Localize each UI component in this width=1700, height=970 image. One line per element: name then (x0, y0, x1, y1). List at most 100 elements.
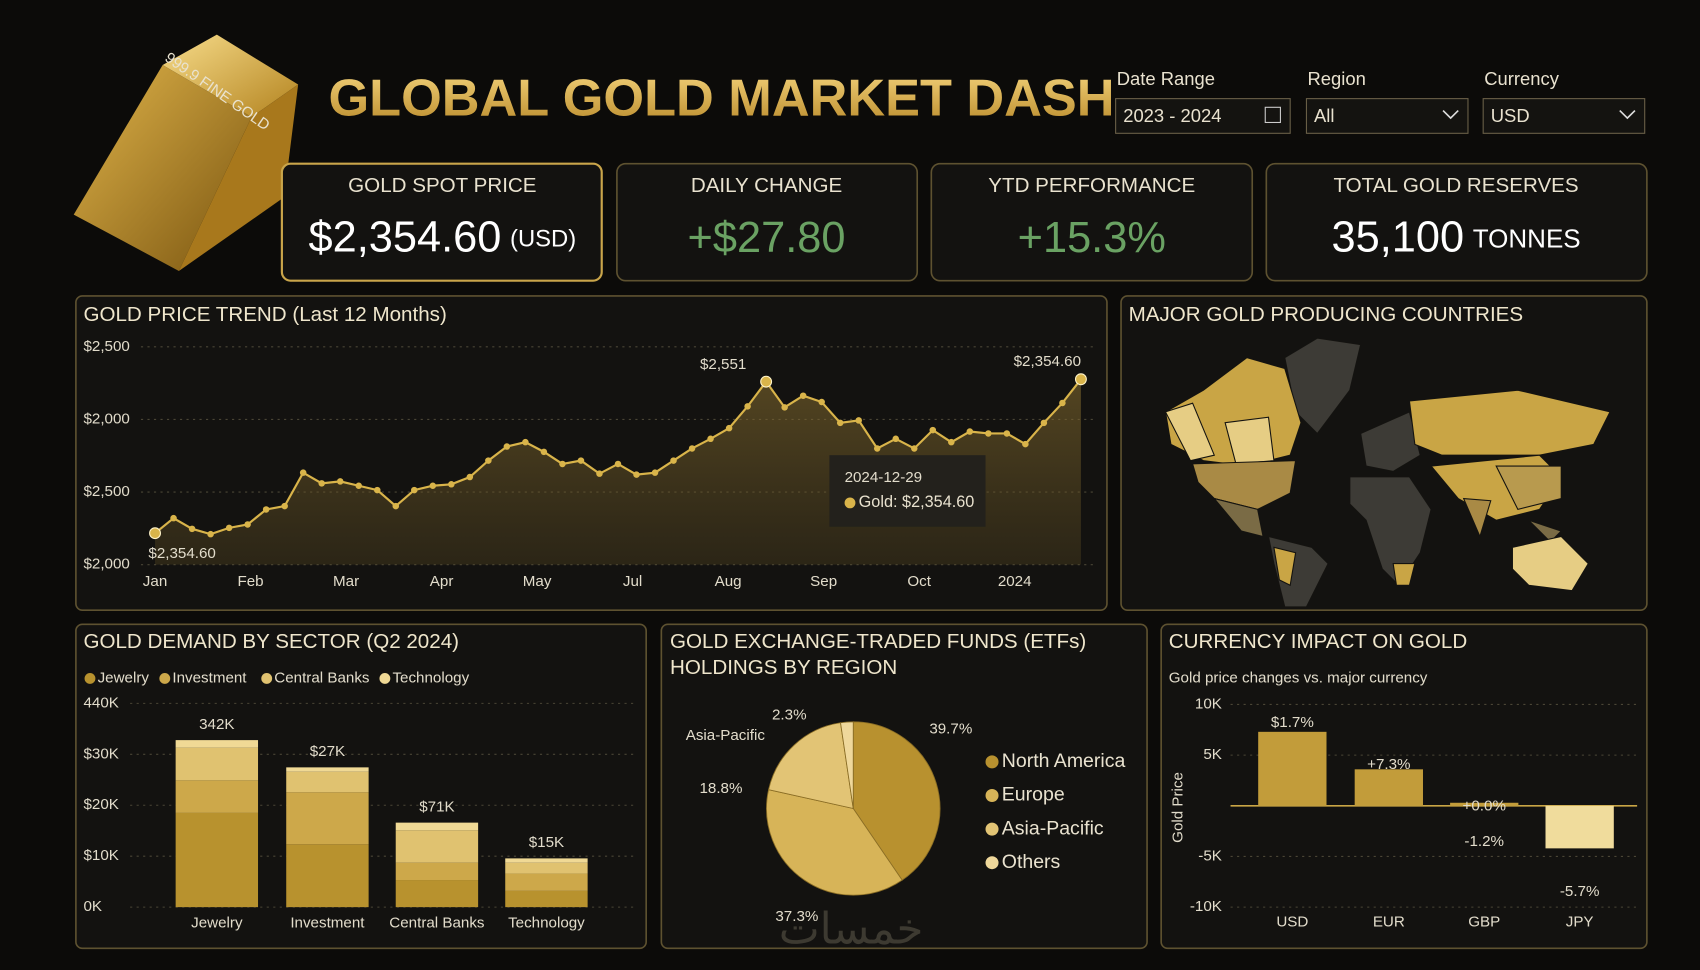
point (559, 460, 566, 468)
point (281, 502, 288, 510)
point (760, 375, 773, 388)
point (929, 426, 937, 434)
point (522, 438, 529, 446)
point (318, 480, 325, 487)
point (1040, 419, 1048, 427)
legend-label: Technology (392, 669, 469, 686)
bar-segment (175, 780, 259, 813)
point (540, 448, 548, 456)
point (466, 473, 474, 481)
tooltip-date: 2024-12-29 (845, 469, 923, 486)
annotation: $2,354.60 (148, 545, 215, 562)
kpi-value: 35,100 TONNES (1331, 214, 1580, 262)
point (448, 481, 455, 488)
x-tick-label: Oct (907, 573, 931, 590)
bar-label: $1.7% (1271, 714, 1314, 731)
point (392, 502, 400, 510)
panel-title: CURRENCY IMPACT ON GOLD (1169, 630, 1467, 653)
kpi-title: GOLD SPOT PRICE (348, 174, 536, 197)
kpi-value: +15.3% (1018, 214, 1166, 262)
annotation: $2,354.60 (1014, 353, 1081, 370)
y-tick-label: $2,500 (83, 338, 129, 355)
point (855, 417, 862, 424)
point (1003, 430, 1011, 437)
filter-label: Date Range (1117, 68, 1215, 89)
region-dropdown[interactable]: All (1305, 98, 1469, 134)
legend-dot (84, 673, 96, 684)
point (892, 435, 900, 443)
bar-label: -1.2% (1464, 833, 1504, 850)
y-tick-label: 10K (1195, 695, 1222, 712)
point (355, 482, 362, 490)
legend-dot (159, 673, 171, 684)
kpi-title: DAILY CHANGE (691, 174, 842, 197)
y-tick-label: 440K (83, 694, 118, 711)
dashboard-title: GLOBAL GOLD MARKET DASH (329, 70, 1115, 128)
point (948, 438, 955, 446)
bar (1450, 802, 1519, 806)
point (836, 419, 844, 427)
slice-label: 2.3% (772, 706, 807, 723)
date-range-picker[interactable]: 2023 - 2024 (1115, 98, 1291, 134)
legend-label: Others (1002, 851, 1061, 873)
chevron[interactable] (1619, 109, 1636, 120)
gold-bar-icon: 999.9 FINE GOLD (73, 34, 299, 271)
legend-dot (985, 789, 999, 803)
watermark: خمسات (779, 906, 924, 954)
point (374, 486, 381, 494)
point (336, 478, 344, 485)
filter-box[interactable] (1115, 98, 1291, 134)
tooltip (829, 455, 986, 527)
y-tick-label: $2,000 (83, 410, 129, 427)
y-axis-label: Gold Price (1170, 772, 1187, 843)
currency-dropdown[interactable]: USD (1482, 98, 1646, 134)
filter-box[interactable] (1482, 98, 1646, 134)
calendar-icon[interactable] (1264, 106, 1281, 124)
filter-label: Region (1308, 68, 1366, 89)
x-tick-label: 2024 (998, 573, 1032, 590)
kpi-card (1265, 162, 1648, 282)
x-tick-label: USD (1276, 913, 1308, 930)
kpi-title: YTD PERFORMANCE (988, 174, 1195, 197)
point (633, 471, 640, 478)
point (207, 530, 214, 538)
slice-name: Asia-Pacific (686, 727, 766, 744)
total-label: $27K (310, 743, 345, 760)
x-tick-label: JPY (1566, 913, 1594, 930)
panel-title: GOLD EXCHANGE-TRADED FUNDS (ETFs) (670, 630, 1086, 653)
point (244, 521, 251, 528)
tooltip-dot (844, 497, 856, 509)
pie-slice (840, 721, 854, 809)
x-tick-label: GBP (1468, 913, 1500, 930)
filter-value[interactable]: All (1314, 105, 1334, 126)
legend-label: Investment (172, 669, 247, 686)
point (170, 514, 177, 522)
point (744, 403, 751, 410)
panel-title: GOLD DEMAND BY SECTOR (Q2 2024) (83, 630, 459, 653)
kpi-number: $2,354.60 (308, 214, 501, 262)
slice-label: 39.7% (929, 720, 972, 737)
filter-value[interactable]: 2023 - 2024 (1123, 105, 1221, 126)
legend-label: Europe (1002, 784, 1065, 806)
point (225, 524, 233, 532)
y-tick-label: -10K (1190, 898, 1222, 915)
x-tick-label: Investment (290, 914, 365, 931)
point (707, 435, 714, 443)
chevron[interactable] (1442, 109, 1459, 120)
filter-box[interactable] (1305, 98, 1469, 134)
point (577, 457, 585, 464)
point (799, 392, 807, 399)
bar-segment (505, 873, 588, 891)
filter-value[interactable]: USD (1491, 105, 1530, 126)
bar-segment (286, 767, 369, 772)
point (670, 457, 677, 464)
world-map (1164, 337, 1611, 608)
legend-label: North America (1002, 750, 1126, 772)
point (688, 445, 696, 452)
kpi-unit: TONNES (1473, 223, 1581, 253)
legend-label: Central Banks (274, 669, 370, 686)
point (614, 460, 622, 468)
pie-slice (768, 722, 854, 810)
point (262, 506, 270, 513)
point (781, 404, 788, 411)
